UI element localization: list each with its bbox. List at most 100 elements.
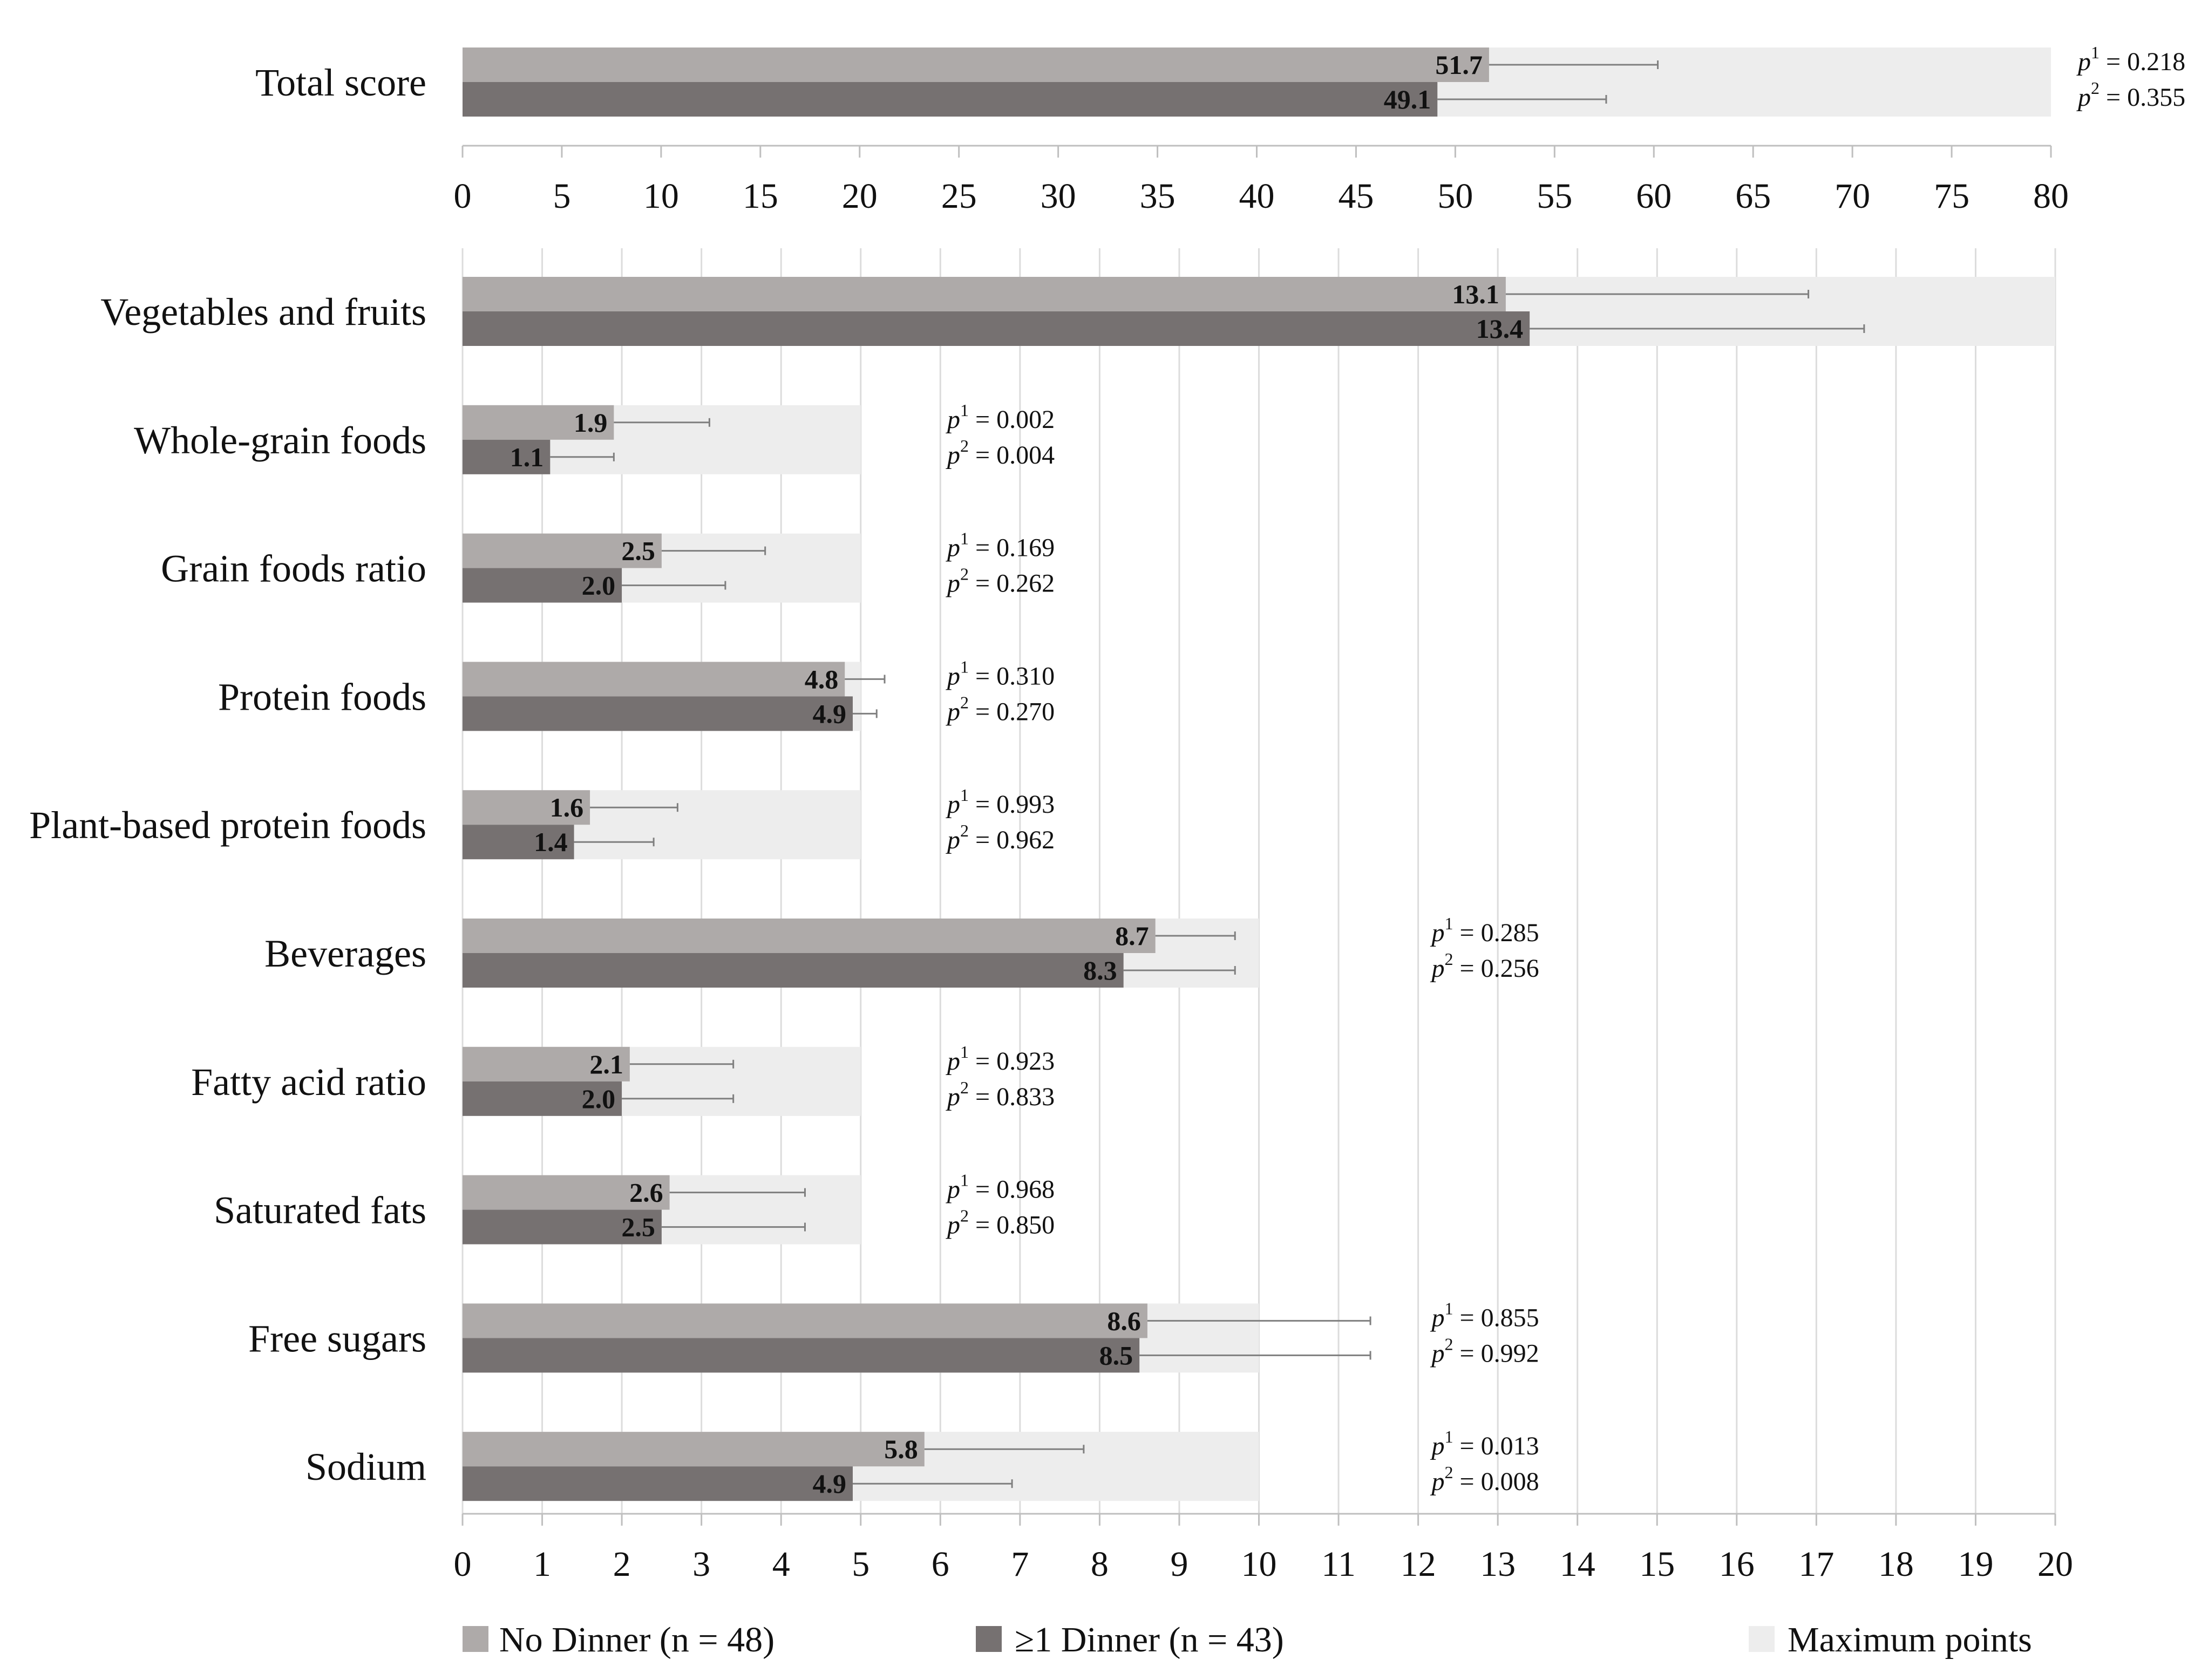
p-value-label: p1 = 0.013 xyxy=(1430,1427,1539,1460)
category-label: Plant-based protein foods xyxy=(29,804,426,847)
x-tick-label: 6 xyxy=(932,1545,949,1584)
x-tick-label: 8 xyxy=(1091,1545,1109,1584)
bar-dinner xyxy=(463,568,622,603)
p-value-label: p2 = 0.850 xyxy=(946,1206,1055,1240)
p-value-label: p1 = 0.310 xyxy=(946,657,1055,690)
category-label: Protein foods xyxy=(218,675,426,718)
bar-dinner xyxy=(463,696,853,731)
bar-dinner xyxy=(463,953,1124,988)
value-label: 1.9 xyxy=(574,407,608,438)
x-tick-label: 5 xyxy=(852,1545,869,1584)
bar-no-dinner xyxy=(463,919,1156,953)
x-tick-label: 4 xyxy=(772,1545,790,1584)
value-label: 2.0 xyxy=(582,1084,616,1114)
x-tick-label: 10 xyxy=(1241,1545,1277,1584)
value-label: 2.6 xyxy=(629,1178,663,1208)
category-label: Sodium xyxy=(305,1445,426,1488)
value-label: 51.7 xyxy=(1435,50,1483,80)
x-tick-label: 45 xyxy=(1338,176,1374,216)
p-value-label: p2 = 0.833 xyxy=(946,1078,1055,1111)
value-label: 13.1 xyxy=(1452,279,1499,309)
category-group: Plant-based protein foods 1.6 1.4 p1 = 0.99… xyxy=(29,785,1055,860)
legend-swatch-dinner xyxy=(976,1626,1002,1652)
x-tick-label: 50 xyxy=(1437,176,1473,216)
p-value-label: p1 = 0.923 xyxy=(946,1042,1055,1076)
x-tick-label: 65 xyxy=(1735,176,1771,216)
legend: No Dinner (n = 48) ≥1 Dinner (n = 43) Maxi… xyxy=(463,1620,2032,1659)
x-tick-label: 75 xyxy=(1934,176,1969,216)
value-label: 13.4 xyxy=(1476,314,1524,344)
value-label: 4.9 xyxy=(812,698,846,729)
value-label: 2.5 xyxy=(621,1212,655,1242)
p-value-label: p2 = 0.004 xyxy=(946,436,1055,470)
x-tick-label: 20 xyxy=(2037,1545,2073,1584)
category-label: Whole-grain foods xyxy=(134,419,426,462)
bar-dinner xyxy=(463,1081,622,1116)
value-label: 1.1 xyxy=(510,442,544,472)
x-tick-label: 16 xyxy=(1719,1545,1755,1584)
x-tick-label: 10 xyxy=(643,176,679,216)
x-tick-label: 30 xyxy=(1041,176,1076,216)
category-label: Total score xyxy=(255,61,426,104)
bar-dinner xyxy=(463,1466,853,1501)
x-tick-label: 25 xyxy=(941,176,977,216)
x-tick-label: 5 xyxy=(553,176,570,216)
category-label: Grain foods ratio xyxy=(161,547,426,590)
p-value-label: p1 = 0.169 xyxy=(946,529,1055,562)
x-tick-label: 40 xyxy=(1239,176,1275,216)
p-value-label: p2 = 0.992 xyxy=(1430,1334,1539,1368)
x-tick-label: 19 xyxy=(1958,1545,1993,1584)
x-tick-label: 80 xyxy=(2033,176,2069,216)
legend-label: Maximum points xyxy=(1788,1620,2032,1659)
p-value-label: p1 = 0.993 xyxy=(946,785,1055,819)
value-label: 5.8 xyxy=(884,1434,918,1464)
value-label: 1.6 xyxy=(550,792,584,822)
bar-no-dinner xyxy=(463,1432,925,1467)
x-tick-label: 1 xyxy=(533,1545,551,1584)
p-value-label: p1 = 0.285 xyxy=(1430,914,1539,947)
value-label: 2.5 xyxy=(621,536,655,566)
x-tick-label: 13 xyxy=(1480,1545,1516,1584)
value-label: 8.6 xyxy=(1107,1305,1141,1336)
value-label: 2.1 xyxy=(589,1049,623,1079)
value-label: 1.4 xyxy=(534,827,568,857)
bar-dinner xyxy=(463,439,551,474)
category-label: Free sugars xyxy=(248,1317,426,1360)
p-value-label: p2 = 0.962 xyxy=(946,821,1055,854)
category-label: Fatty acid ratio xyxy=(191,1060,426,1104)
x-tick-label: 7 xyxy=(1011,1545,1029,1584)
legend-label: No Dinner (n = 48) xyxy=(499,1620,775,1659)
p-value-label: p1 = 0.968 xyxy=(946,1171,1055,1204)
value-label: 4.9 xyxy=(812,1468,846,1499)
bar-no-dinner xyxy=(463,1175,670,1210)
x-tick-label: 9 xyxy=(1170,1545,1188,1584)
x-tick-label: 14 xyxy=(1560,1545,1595,1584)
x-tick-label: 2 xyxy=(613,1545,631,1584)
value-label: 8.5 xyxy=(1099,1340,1133,1370)
legend-swatch-no-dinner xyxy=(463,1626,488,1652)
x-tick-label: 35 xyxy=(1140,176,1176,216)
value-label: 8.7 xyxy=(1115,921,1149,951)
x-tick-label: 15 xyxy=(1639,1545,1675,1584)
legend-label: ≥1 Dinner (n = 43) xyxy=(1015,1620,1284,1659)
category-label: Saturated fats xyxy=(214,1189,426,1232)
p-value-label: p2 = 0.270 xyxy=(946,692,1055,726)
bar-no-dinner xyxy=(463,1303,1147,1338)
x-tick-label: 17 xyxy=(1798,1545,1834,1584)
x-tick-label: 60 xyxy=(1636,176,1672,216)
x-tick-label: 12 xyxy=(1401,1545,1436,1584)
bar-no-dinner xyxy=(463,533,662,568)
p-value-label: p1 = 0.218 xyxy=(2076,43,2185,76)
value-label: 8.3 xyxy=(1083,955,1117,985)
x-tick-label: 55 xyxy=(1537,176,1572,216)
x-tick-label: 11 xyxy=(1321,1545,1356,1584)
x-tick-label: 3 xyxy=(692,1545,710,1584)
category-label: Vegetables and fruits xyxy=(100,290,426,334)
bar-no-dinner xyxy=(463,662,845,697)
